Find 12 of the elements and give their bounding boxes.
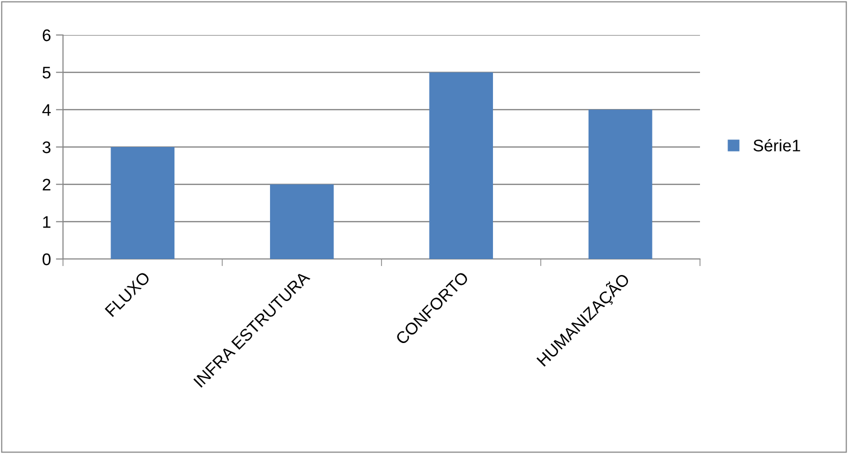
- y-tick-label: 0: [42, 253, 51, 266]
- y-tick-label: 2: [42, 178, 50, 190]
- y-tick-label: 4: [42, 104, 51, 116]
- y-tick-label: 1: [43, 216, 50, 228]
- bar: [588, 110, 652, 259]
- legend-label: Série1: [754, 139, 800, 152]
- bar: [110, 147, 174, 259]
- y-tick-label: 5: [42, 66, 50, 79]
- y-tick-label: 3: [42, 141, 50, 154]
- bar: [429, 72, 493, 259]
- y-tick-label: 6: [42, 29, 50, 42]
- bar: [270, 184, 334, 259]
